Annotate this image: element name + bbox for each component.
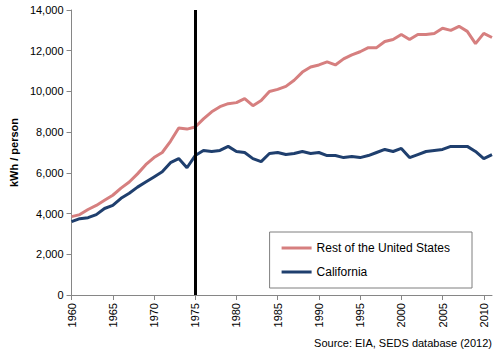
svg-text:8,000: 8,000: [36, 126, 64, 138]
svg-text:Source: EIA, SEDS database (20: Source: EIA, SEDS database (2012): [314, 337, 492, 349]
svg-text:1985: 1985: [272, 303, 284, 327]
svg-text:1965: 1965: [107, 303, 119, 327]
svg-text:4,000: 4,000: [36, 208, 64, 220]
svg-text:1970: 1970: [148, 303, 160, 327]
svg-text:2,000: 2,000: [36, 248, 64, 260]
svg-text:1980: 1980: [230, 303, 242, 327]
svg-text:1975: 1975: [189, 303, 201, 327]
svg-text:1995: 1995: [354, 303, 366, 327]
svg-text:Rest of the United States: Rest of the United States: [317, 241, 450, 255]
svg-text:10,000: 10,000: [30, 85, 64, 97]
svg-text:6,000: 6,000: [36, 167, 64, 179]
svg-text:0: 0: [57, 289, 63, 301]
svg-text:2010: 2010: [478, 303, 490, 327]
svg-text:2000: 2000: [395, 303, 407, 327]
svg-text:2005: 2005: [437, 303, 449, 327]
svg-text:14,000: 14,000: [30, 4, 64, 16]
svg-text:1990: 1990: [313, 303, 325, 327]
svg-text:12,000: 12,000: [30, 45, 64, 57]
svg-text:California: California: [317, 265, 368, 279]
svg-text:1960: 1960: [66, 303, 78, 327]
svg-text:kWh / person: kWh / person: [8, 118, 20, 187]
